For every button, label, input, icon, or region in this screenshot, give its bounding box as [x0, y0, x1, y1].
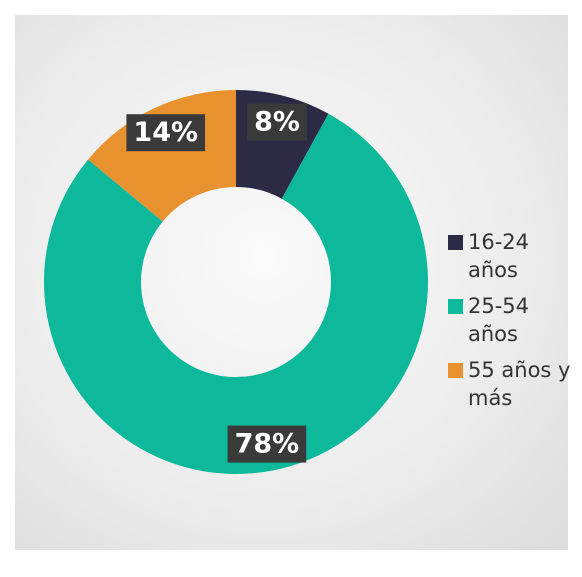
data-label-text: 78%: [235, 429, 300, 460]
legend-label: 55 años y más: [468, 358, 571, 410]
legend-item: 25-54 años: [446, 292, 578, 348]
donut-slice: [43, 113, 428, 474]
data-label-text: 8%: [254, 107, 300, 138]
legend-item: 16-24 años: [446, 228, 578, 284]
data-label-box: [126, 114, 206, 152]
legend: 16-24 años 25-54 años 55 años y más: [446, 228, 578, 420]
legend-swatch: [448, 299, 463, 314]
legend-item: 55 años y más: [446, 356, 578, 412]
data-label-box: [227, 425, 307, 463]
data-label: 14%: [126, 114, 206, 152]
data-label: 8%: [247, 103, 307, 141]
legend-swatch: [448, 363, 463, 378]
data-label-text: 14%: [133, 117, 198, 148]
legend-swatch: [448, 235, 463, 250]
legend-label: 16-24 años: [468, 230, 530, 282]
data-label: 78%: [227, 425, 307, 463]
data-label-box: [247, 103, 307, 141]
legend-label: 25-54 años: [468, 294, 530, 346]
